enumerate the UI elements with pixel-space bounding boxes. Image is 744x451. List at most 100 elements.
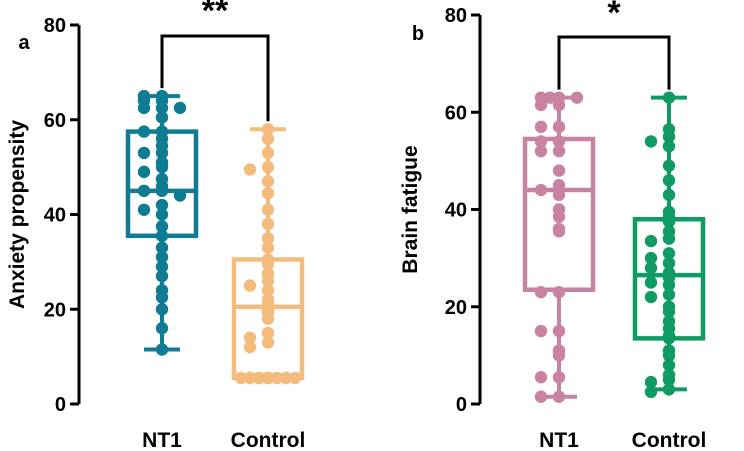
data-point bbox=[261, 312, 275, 325]
data-point bbox=[173, 189, 187, 202]
data-point bbox=[552, 120, 566, 134]
data-point bbox=[552, 225, 566, 238]
data-point bbox=[552, 178, 566, 192]
data-point bbox=[662, 332, 676, 345]
panel-a: a 0 20 40 60 80 Anxiety propensity NT1 Control ** bbox=[6, 0, 305, 451]
data-point bbox=[644, 385, 658, 399]
data-point bbox=[662, 159, 676, 172]
box-series-nt1 bbox=[522, 91, 596, 403]
x-category-label: Control bbox=[231, 429, 306, 451]
data-point bbox=[534, 120, 548, 134]
data-point bbox=[243, 331, 257, 344]
data-point bbox=[552, 285, 566, 299]
data-point bbox=[155, 111, 169, 124]
data-point bbox=[644, 290, 658, 304]
data-point bbox=[644, 251, 658, 265]
y-tick-label: 80 bbox=[44, 15, 66, 37]
data-point bbox=[243, 163, 257, 176]
data-point bbox=[252, 371, 266, 385]
data-point bbox=[137, 165, 151, 179]
data-point bbox=[155, 322, 169, 335]
significance-label: * bbox=[607, 0, 621, 32]
data-point bbox=[534, 324, 548, 338]
data-point bbox=[662, 383, 676, 396]
data-point bbox=[155, 291, 169, 304]
data-point bbox=[644, 261, 658, 275]
data-point bbox=[155, 229, 169, 243]
data-point bbox=[261, 231, 275, 245]
data-point bbox=[644, 135, 658, 148]
data-point bbox=[155, 101, 169, 115]
data-point bbox=[261, 284, 275, 297]
data-point bbox=[662, 232, 676, 245]
data-point bbox=[261, 217, 275, 231]
data-point bbox=[155, 269, 169, 283]
y-tick-label: 20 bbox=[44, 299, 66, 321]
data-point bbox=[155, 208, 169, 221]
data-point bbox=[552, 210, 566, 223]
data-point bbox=[270, 371, 284, 385]
data-point bbox=[155, 250, 169, 264]
data-point bbox=[137, 203, 151, 216]
panel-label: b bbox=[412, 23, 424, 45]
data-point bbox=[155, 303, 169, 316]
data-point bbox=[155, 198, 169, 212]
data-point bbox=[534, 135, 548, 148]
data-point bbox=[662, 247, 676, 260]
data-point bbox=[243, 340, 257, 354]
data-point bbox=[662, 288, 676, 301]
data-point bbox=[534, 183, 548, 197]
y-axis-title: Anxiety propensity bbox=[6, 120, 29, 309]
panel-label: a bbox=[18, 32, 30, 54]
data-point bbox=[261, 336, 275, 349]
data-point bbox=[155, 184, 169, 198]
data-point bbox=[261, 160, 275, 174]
data-point bbox=[662, 349, 676, 362]
data-point bbox=[662, 174, 676, 187]
data-point bbox=[662, 305, 676, 318]
data-point bbox=[261, 241, 275, 254]
y-tick-label: 40 bbox=[445, 200, 467, 222]
data-point bbox=[552, 164, 566, 177]
significance-label: ** bbox=[202, 0, 229, 30]
data-point bbox=[570, 91, 584, 104]
data-point bbox=[137, 146, 151, 160]
data-point bbox=[662, 130, 676, 143]
data-point bbox=[543, 91, 557, 104]
data-point bbox=[534, 285, 548, 299]
data-point bbox=[552, 188, 566, 202]
data-point bbox=[534, 390, 548, 403]
data-point bbox=[261, 258, 275, 271]
data-point bbox=[552, 144, 566, 158]
data-point bbox=[261, 146, 275, 160]
y-tick-label: 0 bbox=[55, 394, 66, 416]
data-point bbox=[644, 276, 658, 289]
data-point bbox=[261, 274, 275, 288]
data-point bbox=[261, 203, 275, 216]
y-tick-label: 60 bbox=[44, 110, 66, 132]
data-point bbox=[534, 98, 548, 112]
data-point bbox=[243, 279, 257, 292]
data-point bbox=[279, 371, 293, 385]
data-point bbox=[534, 144, 548, 158]
x-category-label: NT1 bbox=[539, 429, 579, 451]
y-tick-label: 60 bbox=[445, 102, 467, 124]
data-point bbox=[552, 390, 566, 403]
data-point bbox=[261, 326, 275, 340]
significance-bracket bbox=[557, 35, 671, 90]
data-point bbox=[155, 146, 169, 160]
data-point bbox=[155, 220, 169, 233]
data-point bbox=[288, 371, 302, 385]
data-point bbox=[662, 256, 676, 270]
data-point bbox=[137, 101, 151, 115]
data-point bbox=[552, 98, 566, 112]
data-point bbox=[261, 123, 275, 136]
y-tick-label: 40 bbox=[44, 205, 66, 227]
data-point bbox=[155, 160, 169, 174]
box-series-nt1 bbox=[125, 89, 199, 356]
significance-bracket bbox=[160, 34, 270, 122]
data-point bbox=[644, 375, 658, 389]
data-point bbox=[261, 186, 275, 200]
data-point bbox=[552, 135, 566, 148]
